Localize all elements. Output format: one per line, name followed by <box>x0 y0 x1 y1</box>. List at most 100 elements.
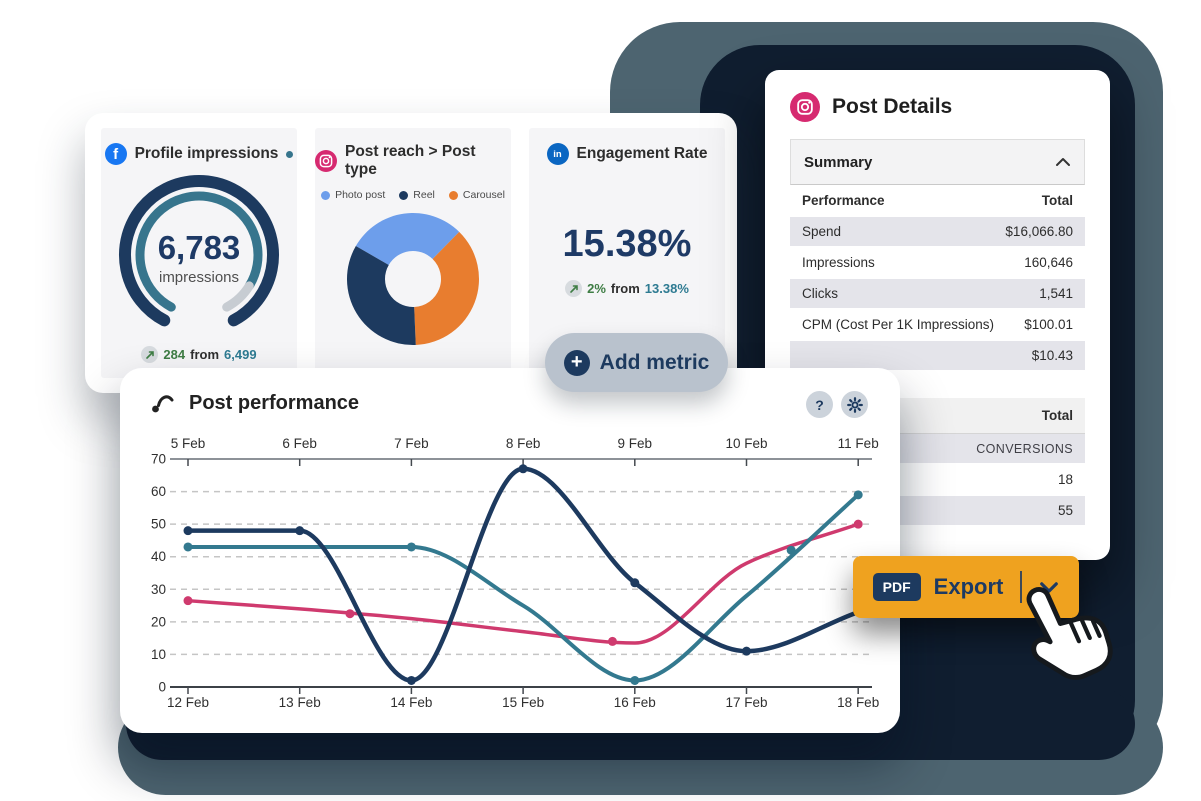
linkedin-icon: in <box>546 143 569 165</box>
instagram-icon <box>790 92 820 122</box>
row-value: $100.01 <box>1024 317 1073 332</box>
delta-row: 2% from 13.38% <box>565 280 689 297</box>
legend-dot <box>399 190 409 200</box>
export-label: Export <box>933 574 1004 599</box>
export-divider <box>1020 571 1023 603</box>
metric-handle-dot <box>286 150 294 158</box>
svg-text:17 Feb: 17 Feb <box>725 695 767 710</box>
delta-from-word: from <box>610 281 640 296</box>
engagement-rate-header: in Engagement Rate <box>546 143 708 165</box>
post-performance-title: Post performance <box>189 391 360 414</box>
svg-text:30: 30 <box>151 582 166 597</box>
help-button[interactable]: ? <box>806 391 833 418</box>
chevron-down-icon[interactable] <box>1039 581 1059 594</box>
delta-previous: 13.38% <box>644 281 689 296</box>
svg-text:13 Feb: 13 Feb <box>279 695 321 710</box>
legend-dot <box>321 190 331 200</box>
column-header: Total <box>1041 408 1073 423</box>
gauge-unit: impressions <box>158 269 240 286</box>
gauge-chart <box>119 175 279 327</box>
plus-icon: + <box>563 349 590 376</box>
svg-text:5 Feb: 5 Feb <box>171 436 206 451</box>
svg-text:18 Feb: 18 Feb <box>837 695 879 710</box>
legend-dot <box>448 190 458 200</box>
legend-label: Photo post <box>335 189 386 201</box>
legend-item: Reel <box>399 189 435 201</box>
post-performance-chart: 0 10 20 30 40 50 60 70 5 Feb 6 Feb 7 Feb 8 Feb 9 Feb… <box>151 436 879 710</box>
svg-text:50: 50 <box>151 517 166 532</box>
svg-text:10 Feb: 10 Feb <box>725 436 767 451</box>
legend-label: Reel <box>413 189 435 201</box>
donut-chart <box>347 213 479 345</box>
legend-item: Carousel <box>448 189 505 201</box>
row-value: CONVERSIONS <box>976 441 1073 456</box>
pdf-badge: PDF <box>872 573 921 601</box>
svg-text:70: 70 <box>151 452 166 467</box>
delta-row: 284 from 6,499 <box>141 346 257 363</box>
row-value: $16,066.80 <box>1005 224 1073 239</box>
row-label: Impressions <box>802 255 875 270</box>
metrics-card: f Profile impressions 6,783 impressions … <box>85 113 737 393</box>
svg-text:20: 20 <box>151 614 166 629</box>
delta-change: 284 <box>163 347 186 362</box>
svg-text:6 Feb: 6 Feb <box>282 436 317 451</box>
impressions-gauge: 6,783 impressions <box>109 167 289 335</box>
gauge-value: 6,783 <box>157 229 241 266</box>
table-row: Spend $16,066.80 <box>790 217 1085 248</box>
table-row: CPM (Cost Per 1K Impressions) $100.01 <box>790 310 1085 341</box>
svg-text:15 Feb: 15 Feb <box>502 695 544 710</box>
svg-text:12 Feb: 12 Feb <box>167 695 209 710</box>
profile-impressions-header: f Profile impressions <box>104 143 294 165</box>
post-performance-card: Post performance ? 0 10 20 30 40 50 60 70 5 Feb 6… <box>120 368 900 733</box>
metric-title: Post reach > Post type <box>345 143 476 178</box>
post-details-title: Post Details <box>832 95 953 118</box>
post-details-card: Post Details Summary Performance Total S… <box>765 70 1110 560</box>
metric-title: Profile impressions <box>134 145 279 162</box>
chevron-up-icon[interactable] <box>1055 157 1071 167</box>
trend-up-icon <box>141 346 159 363</box>
instagram-icon <box>315 150 337 172</box>
table-row: Impressions 160,646 <box>790 248 1085 279</box>
donut-legend: Photo post Reel Carousel <box>321 189 505 201</box>
row-label: Spend <box>802 224 842 239</box>
svg-text:7 Feb: 7 Feb <box>394 436 429 451</box>
engagement-rate-value: 15.38% <box>562 223 692 265</box>
summary-toggle[interactable]: Summary <box>790 139 1085 185</box>
svg-text:11 Feb: 11 Feb <box>838 436 879 451</box>
post-details-header: Post Details <box>790 92 1085 122</box>
row-value: 160,646 <box>1024 255 1073 270</box>
delta-previous: 6,499 <box>224 347 257 362</box>
delta-change: 2% <box>587 281 606 296</box>
table-row: $10.43 <box>790 341 1085 372</box>
row-value: 55 <box>1057 503 1073 518</box>
post-reach-panel: Post reach > Post type Photo post Reel C… <box>315 128 511 378</box>
svg-text:16 Feb: 16 Feb <box>614 695 656 710</box>
metric-title: Engagement Rate <box>576 145 708 162</box>
table-row: 18 <box>790 465 1085 496</box>
delta-from-word: from <box>190 347 220 362</box>
summary-label: Summary <box>804 153 873 171</box>
row-value: 1,541 <box>1039 286 1073 301</box>
table-row: Clicks 1,541 <box>790 279 1085 310</box>
svg-text:10: 10 <box>151 647 166 662</box>
svg-text:40: 40 <box>151 549 166 564</box>
trend-up-icon <box>565 280 583 297</box>
profile-impressions-panel: f Profile impressions 6,783 impressions … <box>101 128 297 378</box>
facebook-icon: f <box>104 143 127 165</box>
post-reach-header: Post reach > Post type <box>315 143 511 179</box>
row-value: 18 <box>1057 472 1073 487</box>
svg-text:8 Feb: 8 Feb <box>506 436 541 451</box>
svg-text:9 Feb: 9 Feb <box>618 436 653 451</box>
legend-item: Photo post <box>321 189 385 201</box>
post-performance-header: Post performance <box>150 390 359 416</box>
table-header-row: Performance Total <box>790 185 1085 217</box>
svg-text:0: 0 <box>158 680 166 695</box>
svg-text:14 Feb: 14 Feb <box>390 695 432 710</box>
row-label: Clicks <box>802 286 838 301</box>
settings-button[interactable] <box>841 391 868 418</box>
legend-label: Carousel <box>462 189 505 201</box>
svg-text:60: 60 <box>151 484 166 499</box>
add-metric-button[interactable]: + Add metric <box>545 333 728 392</box>
row-value: $10.43 <box>1031 348 1073 363</box>
